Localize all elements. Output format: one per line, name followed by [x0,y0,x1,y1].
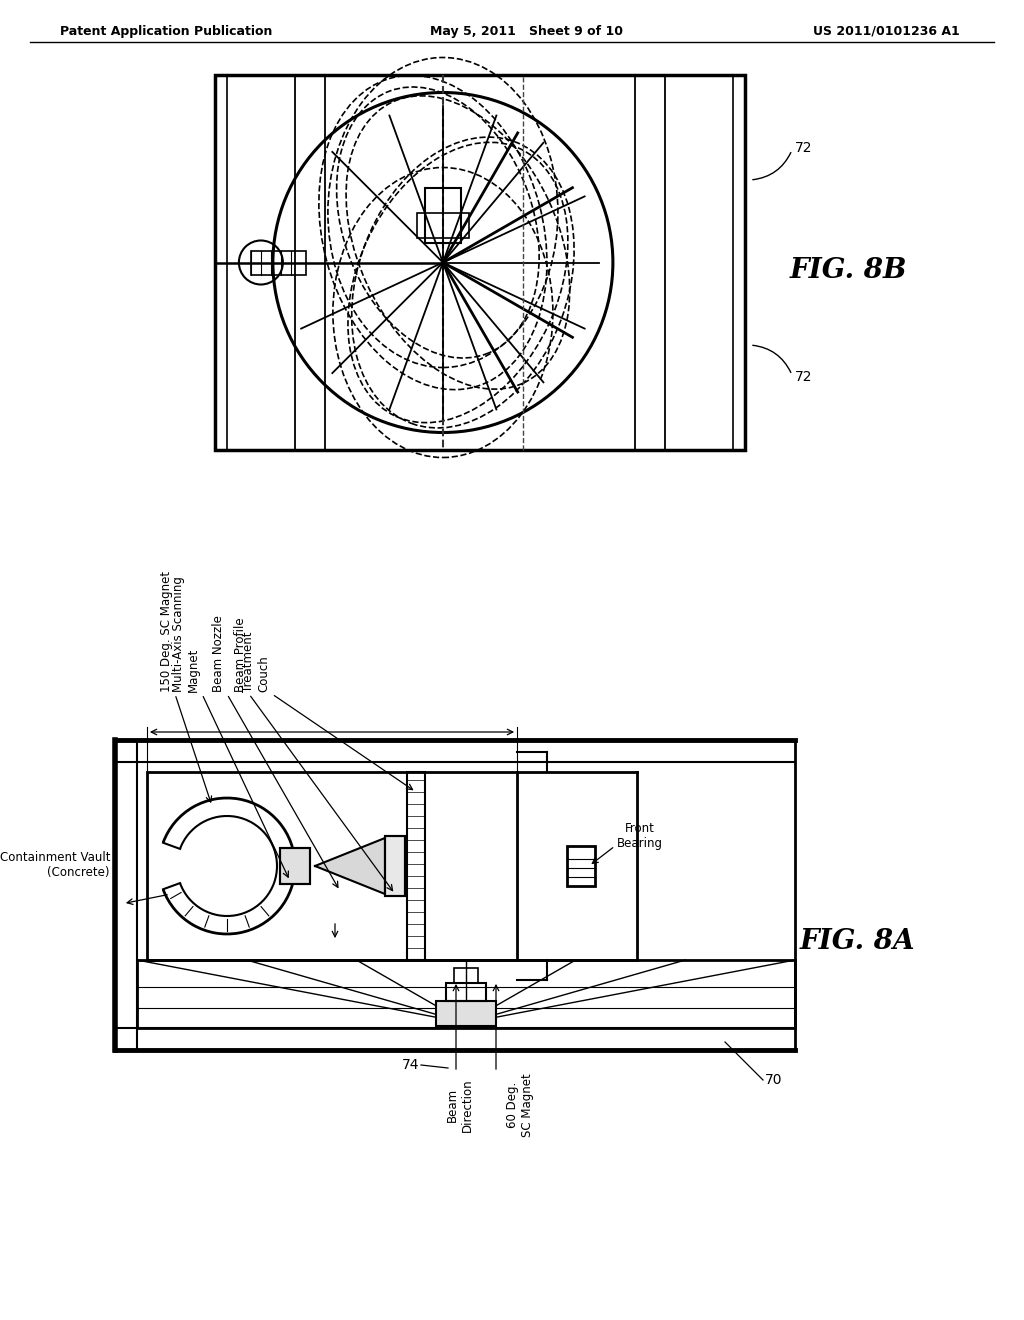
Bar [425,187,461,243]
Text: 74: 74 [402,1059,420,1072]
Text: Front
Bearing: Front Bearing [617,822,663,850]
Text: Multi-Axis Scanning
Magnet: Multi-Axis Scanning Magnet [172,576,200,692]
Text: Beam Profile: Beam Profile [234,618,247,692]
Text: 150 Deg. SC Magnet: 150 Deg. SC Magnet [160,570,173,692]
Text: 70: 70 [765,1073,782,1086]
Text: 60 Deg.
SC Magnet: 60 Deg. SC Magnet [506,1073,534,1137]
Text: 72: 72 [795,370,812,384]
Polygon shape [315,838,385,894]
Bar [436,1001,496,1026]
Text: Treatment
Couch: Treatment Couch [242,631,270,692]
Bar [385,836,406,896]
Text: FIG. 8B: FIG. 8B [790,256,907,284]
Text: Beam
Direction: Beam Direction [446,1078,474,1131]
Bar [251,251,306,275]
Bar [227,75,733,450]
Bar [147,772,517,960]
Text: May 5, 2011   Sheet 9 of 10: May 5, 2011 Sheet 9 of 10 [430,25,623,38]
Bar [215,75,745,450]
Bar [567,846,595,886]
Text: US 2011/0101236 A1: US 2011/0101236 A1 [813,25,961,38]
Bar [454,968,478,983]
Text: Patent Application Publication: Patent Application Publication [60,25,272,38]
Bar [280,847,310,884]
Bar [280,847,310,884]
Text: 72: 72 [795,141,812,154]
Bar [407,772,425,960]
Bar [385,836,406,896]
Text: Beam Nozzle: Beam Nozzle [212,615,225,692]
Bar [417,213,469,238]
Bar [137,960,795,1028]
Text: Containment Vault
(Concrete): Containment Vault (Concrete) [0,851,110,879]
Bar [446,983,486,1001]
Text: FIG. 8A: FIG. 8A [800,928,915,954]
